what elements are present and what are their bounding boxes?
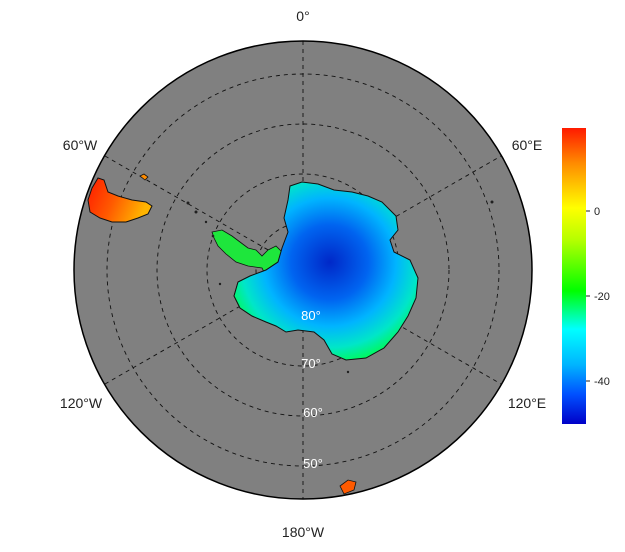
antarctic-ice-sheet — [233, 181, 419, 361]
lon-label-0: 0° — [296, 8, 309, 24]
south-america-landmass — [87, 177, 153, 223]
lat-label-50: 50° — [303, 456, 323, 471]
colorbar — [562, 128, 586, 424]
colorbar-tick-minus40: -40 — [594, 376, 610, 388]
lon-label-180w: 180°W — [282, 524, 325, 540]
lat-label-70: 70° — [301, 356, 321, 371]
lat-label-60: 60° — [303, 405, 323, 420]
new-zealand-island — [339, 479, 357, 495]
lat-label-80: 80° — [301, 308, 321, 323]
colorbar-ticks — [586, 210, 590, 382]
globe-outline — [73, 40, 533, 500]
lon-label-60w: 60°W — [63, 137, 98, 153]
colorbar-tick-0: 0 — [594, 206, 600, 218]
lon-label-60e: 60°E — [512, 137, 543, 153]
sub-antarctic-islands — [186, 200, 494, 374]
colorbar-tick-minus20: -20 — [594, 291, 610, 303]
falklands — [139, 173, 149, 181]
lon-label-120w: 120°W — [60, 395, 103, 411]
lon-label-120e: 120°E — [508, 395, 546, 411]
